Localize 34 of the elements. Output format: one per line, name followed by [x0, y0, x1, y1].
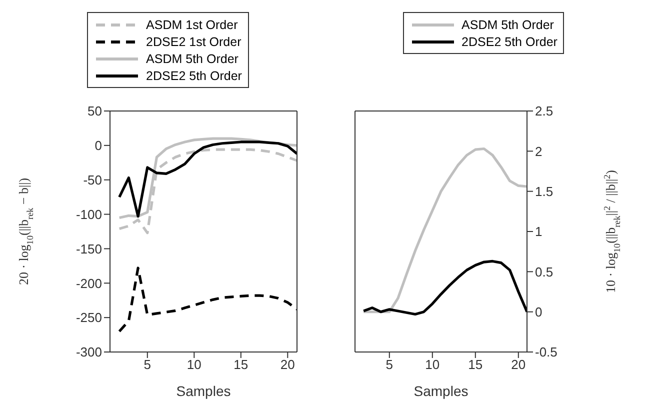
y-tick-label: 2 [535, 144, 542, 159]
y-tick-label: 1.5 [535, 184, 554, 199]
x-tick-label: 10 [186, 357, 202, 372]
y-tick-label: -150 [76, 241, 102, 256]
x-tick-label: 5 [144, 357, 152, 372]
y-tick-label: -200 [76, 276, 102, 291]
line-series [118, 266, 297, 333]
legend-label: ASDM 5th Order [146, 52, 238, 66]
x-tick-label: 10 [425, 357, 440, 372]
y-tick-label: -300 [76, 344, 102, 360]
x-axis-title: Samples [414, 383, 468, 399]
legend-label: 2DSE2 5th Order [462, 34, 558, 48]
line-series [362, 147, 527, 314]
y-tick-label: 50 [88, 104, 102, 119]
y-tick-label: 0.5 [535, 264, 554, 280]
y-tick-label: 0 [94, 138, 102, 154]
y-tick-label: -0.5 [535, 344, 558, 360]
legend-label: 2DSE2 1st Order [146, 34, 242, 48]
y-tick-label: -250 [76, 310, 102, 326]
x-axis-title: Samples [176, 383, 231, 399]
legend-label: ASDM 5th Order [462, 18, 554, 32]
x-tick-label: 20 [511, 357, 526, 372]
x-tick-label: 20 [280, 357, 295, 372]
x-tick-label: 15 [468, 357, 483, 372]
x-tick-label: 5 [386, 357, 394, 372]
y-tick-label: 0 [535, 304, 542, 320]
y-tick-label: 2.5 [535, 104, 554, 119]
y-tick-label: -50 [83, 172, 102, 188]
line-series [362, 260, 527, 316]
x-tick-label: 15 [234, 357, 248, 372]
legend-label: 2DSE2 5th Order [146, 68, 242, 82]
y-tick-label: -100 [76, 206, 102, 222]
y-tick-label: 1 [535, 224, 542, 240]
legend-label: ASDM 1st Order [146, 18, 238, 32]
